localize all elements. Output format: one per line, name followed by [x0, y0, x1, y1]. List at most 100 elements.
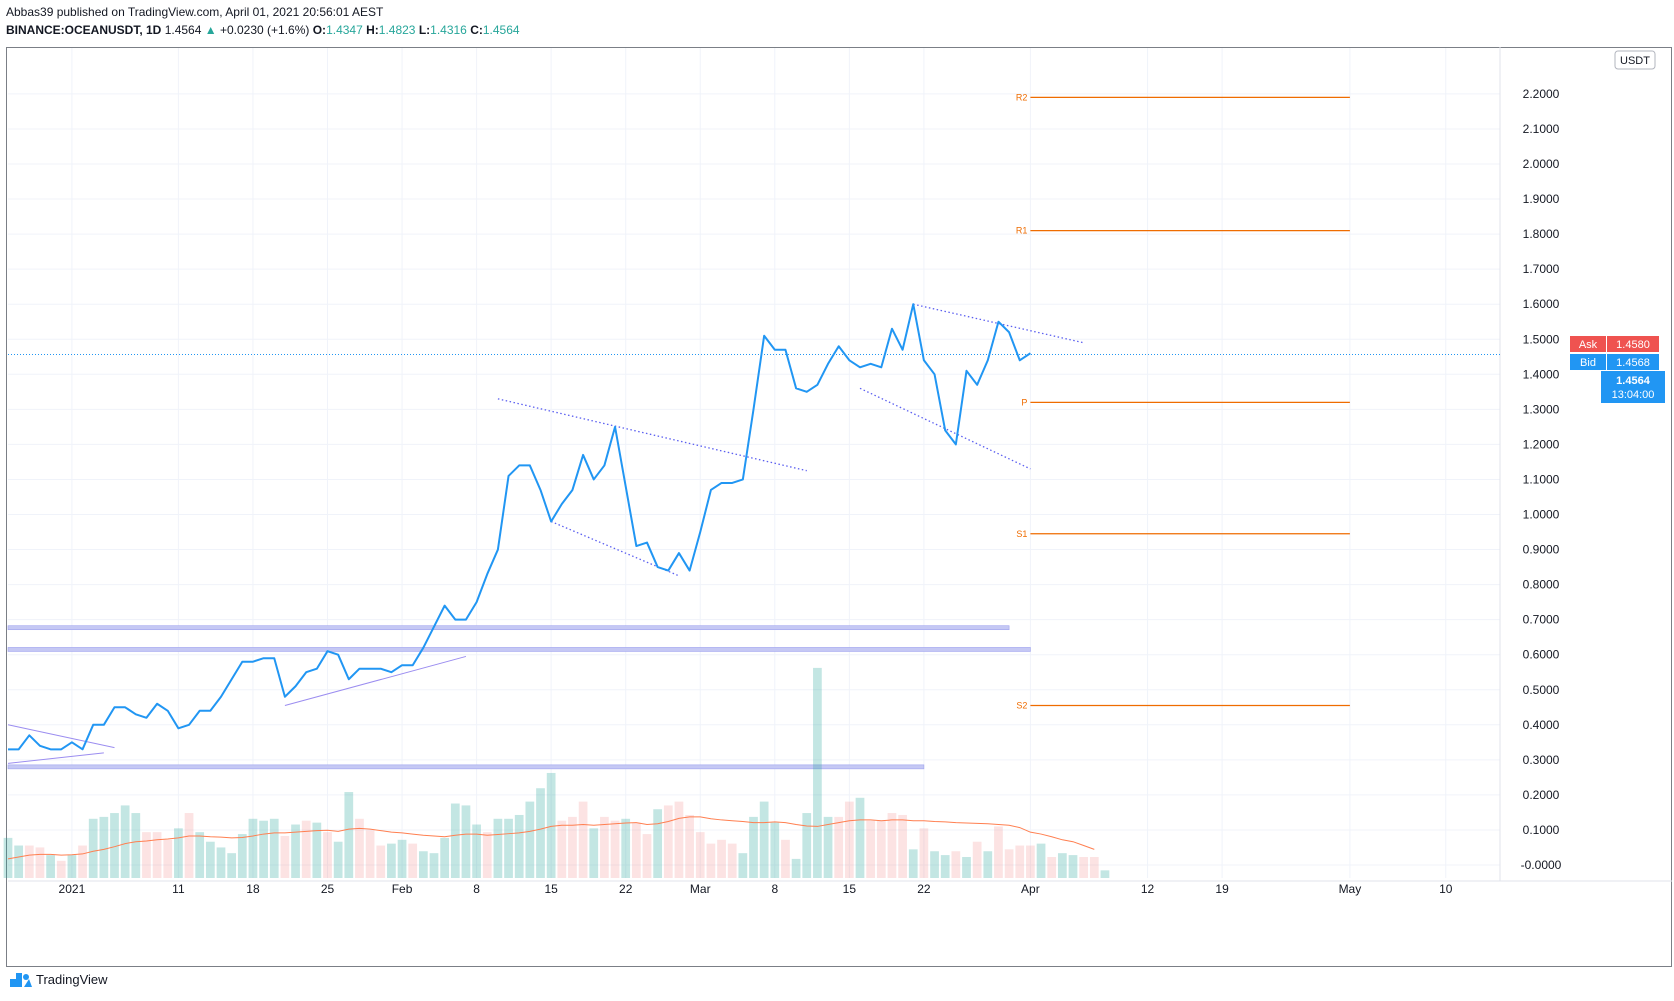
volume-bar [759, 801, 769, 878]
price-tick-label: 0.3000 [1523, 753, 1560, 767]
volume-bar [376, 845, 386, 878]
close-value: 1.4564 [482, 23, 520, 37]
chart-frame[interactable] [6, 47, 1672, 967]
volume-bar [323, 832, 332, 878]
volume-bar [568, 816, 577, 878]
last-price: 1.4564 [164, 23, 202, 37]
volume-bar [855, 797, 865, 878]
volume-bar [88, 818, 98, 878]
volume-bar [46, 855, 55, 878]
volume-bar [781, 839, 790, 878]
volume-ma-line [7, 816, 1095, 860]
support-zones [7, 625, 1031, 770]
volume-bar [695, 832, 705, 878]
price-tick-label: 1.4000 [1523, 367, 1560, 381]
volume-bar [99, 816, 109, 878]
trendline-1 [7, 724, 115, 749]
volume-bar [418, 851, 428, 878]
volume-bar [259, 820, 268, 878]
volume-bar [440, 837, 450, 878]
volume-bar [557, 820, 567, 878]
time-tick-label: 8 [473, 882, 480, 896]
price-line-layer [8, 303, 1031, 751]
volume-bar [844, 801, 854, 878]
volume-bar [685, 814, 694, 878]
volume-bar [312, 822, 322, 878]
volume-bar [578, 801, 588, 878]
price-tick-label: 0.9000 [1523, 543, 1560, 557]
pivot-label-s1: S1 [1016, 529, 1027, 539]
price-tick-label: 1.0000 [1523, 508, 1560, 522]
open-value: 1.4347 [326, 23, 363, 37]
volume-bar [504, 818, 513, 878]
price-tick-label: 1.1000 [1523, 472, 1560, 486]
currency-badge[interactable]: USDT [1614, 50, 1656, 70]
publish-info: Abbas39 published on TradingView.com, Ap… [6, 5, 384, 19]
zone-band-2 [7, 764, 925, 770]
volume-bar [1015, 845, 1025, 878]
volume-bar [1079, 856, 1089, 878]
volume-bar [994, 826, 1003, 878]
volume-bar [908, 849, 918, 878]
ask-value: 1.4580 [1616, 339, 1650, 351]
volume-bar [365, 830, 375, 878]
volume-bar [248, 818, 258, 878]
volume-bar [834, 816, 844, 878]
volume-bar [802, 813, 812, 878]
volume-bar [163, 839, 173, 878]
volume-bar [1047, 856, 1057, 878]
volume-bar [184, 813, 194, 878]
time-tick-label: 12 [1141, 882, 1155, 896]
volume-bar [450, 803, 460, 878]
volume-bar [866, 820, 876, 878]
time-tick-label: 22 [917, 882, 931, 896]
volume-bar [216, 847, 226, 878]
volume-bar [408, 843, 418, 878]
pivot-label-r2: R2 [1016, 92, 1028, 102]
price-tick-label: 1.8000 [1523, 227, 1560, 241]
volume-bar [674, 801, 684, 878]
trendline-2 [284, 655, 467, 707]
zone-band-0 [7, 625, 1010, 631]
volume-bar [749, 816, 758, 878]
price-tick-label: 0.4000 [1523, 718, 1560, 732]
price-tick-label: 1.2000 [1523, 437, 1560, 451]
last-price-value: 1.4564 [1616, 375, 1651, 387]
volume-bar [1026, 845, 1035, 878]
high-value: 1.4823 [378, 23, 416, 37]
volume-bar [898, 814, 907, 878]
price-tick-label: 2.2000 [1523, 87, 1560, 101]
time-tick-label: Apr [1021, 882, 1040, 896]
volume-bar [344, 792, 354, 878]
volume-bar [887, 813, 897, 878]
symbol-label[interactable]: BINANCE:OCEANUSDT, 1D [6, 23, 162, 37]
volume-bar [536, 788, 545, 878]
change-arrow-icon: ▲ [204, 23, 217, 37]
pivot-levels: R2 R1 P S1 S2 [1016, 92, 1350, 711]
trendline-6 [913, 303, 1084, 344]
bid-label: Bid [1580, 357, 1596, 369]
chart-grid [8, 47, 1672, 882]
time-tick-label: 11 [172, 882, 185, 896]
time-tick-label: Mar [690, 882, 711, 896]
price-tick-label: 2.1000 [1523, 122, 1560, 136]
time-tick-label: 25 [321, 882, 335, 896]
volume-bar [78, 845, 87, 878]
volume-bar [514, 814, 524, 878]
volume-bar [951, 851, 961, 878]
tradingview-logo-icon[interactable] [10, 972, 32, 987]
volume-bar [706, 843, 716, 878]
pivot-label-p: P [1021, 397, 1027, 407]
footer: TradingView [10, 972, 108, 987]
volume-bar [1036, 843, 1046, 878]
trendline-4 [550, 520, 680, 577]
bid-tag: Bid 1.4568 [1570, 354, 1659, 370]
trendline-5 [859, 387, 1031, 470]
brand-name[interactable]: TradingView [36, 972, 108, 987]
volume-bar [770, 822, 780, 878]
open-label: O: [312, 23, 327, 37]
volume-bar [525, 801, 535, 878]
price-tick-label: 0.8000 [1523, 578, 1560, 592]
time-tick-label: 2021 [59, 882, 86, 896]
